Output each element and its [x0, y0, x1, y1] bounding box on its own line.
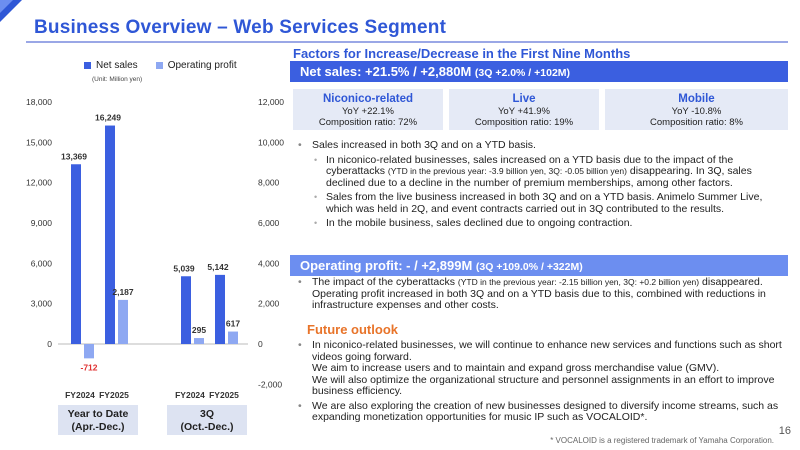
net-sales-banner-main: Net sales: +21.5% / +2,880M [300, 64, 472, 79]
y-right-tick-label: 0 [258, 339, 263, 349]
corner-decoration [0, 0, 22, 22]
segment-yoy: YoY -10.8% [671, 106, 722, 117]
sales-factor-list: Sales increased in both 3Q and on a YTD … [296, 139, 786, 230]
segment-yoy: YoY +41.9% [497, 106, 551, 117]
y-left-tick-label: 3,000 [31, 299, 53, 309]
operating-profit-banner-sub: (3Q +109.0% / +322M) [475, 261, 583, 273]
list-item: We are also exploring the creation of ne… [296, 400, 786, 424]
y-right-tick-label: 8,000 [258, 178, 280, 188]
period-label-3q: 3Q (Oct.-Dec.) [167, 405, 247, 435]
operating-profit-bar [84, 344, 94, 359]
y-left-tick-label: 15,000 [26, 137, 52, 147]
x-tick-label: FY2025 [209, 390, 239, 400]
y-right-tick-label: 12,000 [258, 97, 284, 107]
legend-operating-profit: Operating profit [155, 60, 237, 71]
x-tick-label: FY2025 [99, 390, 129, 400]
segment-live: Live YoY +41.9% Composition ratio: 19% [449, 89, 599, 130]
y-left-tick-label: 9,000 [31, 218, 53, 228]
net-sales-banner: Net sales: +21.5% / +2,880M (3Q +2.0% / … [290, 61, 788, 82]
y-right-tick-label: 2,000 [258, 299, 280, 309]
operating-profit-data-label: 295 [192, 325, 206, 335]
segment-ratio: Composition ratio: 8% [650, 117, 743, 128]
net-sales-data-label: 16,249 [95, 113, 121, 123]
net-sales-data-label: 5,142 [207, 262, 229, 272]
net-sales-bar [71, 164, 81, 344]
segment-chart: 0 3,000 6,000 9,000 12,000 15,000 18,000 -2,000… [26, 97, 284, 400]
future-outlook-heading: Future outlook [307, 322, 398, 337]
segment-name: Live [512, 93, 536, 105]
y-right-tick-label: 10,000 [258, 137, 284, 147]
segment-ratio: Composition ratio: 19% [474, 117, 574, 128]
y-left-tick-label: 18,000 [26, 97, 52, 107]
segment-mobile: Mobile YoY -10.8% Composition ratio: 8% [605, 89, 788, 130]
net-sales-data-label: 13,369 [61, 151, 87, 161]
segment-name: Niconico-related [322, 93, 414, 105]
x-tick-label: FY2024 [175, 390, 205, 400]
page-number: 16 [778, 425, 791, 437]
footnote: * VOCALOID is a registered trademark of … [550, 436, 774, 445]
segment-name: Mobile [678, 93, 715, 105]
list-item: In niconico-related businesses, we will … [296, 339, 786, 398]
operating-profit-data-label: -712 [80, 362, 97, 372]
list-item: In niconico-related businesses, sales in… [296, 154, 786, 190]
list-item: In the mobile business, sales declined d… [296, 217, 786, 230]
list-item: The impact of the cyberattacks (YTD in t… [296, 276, 786, 312]
chart-legend: Net sales Operating profit [84, 60, 237, 71]
title-divider [26, 41, 788, 43]
net-sales-bar [215, 274, 225, 344]
x-tick-label: FY2024 [65, 390, 95, 400]
operating-profit-banner: Operating profit: - / +2,899M (3Q +109.0… [290, 255, 788, 276]
y-right-tick-label: -2,000 [258, 379, 282, 389]
operating-profit-data-label: 2,187 [112, 287, 134, 297]
period-label-ytd: Year to Date (Apr.-Dec.) [58, 405, 138, 435]
chart-unit: (Unit: Million yen) [92, 76, 143, 83]
net-sales-bar [105, 125, 115, 344]
operating-profit-list: The impact of the cyberattacks (YTD in t… [296, 276, 786, 312]
y-left-tick-label: 12,000 [26, 178, 52, 188]
operating-profit-bar [194, 338, 204, 344]
list-item: Sales increased in both 3Q and on a YTD … [296, 139, 786, 152]
list-item: Sales from the live business increased i… [296, 191, 786, 215]
operating-profit-bar [228, 331, 238, 344]
y-right-tick-label: 4,000 [258, 258, 280, 268]
net-sales-bar [181, 276, 191, 344]
segment-ratio: Composition ratio: 72% [318, 117, 418, 128]
legend-net-sales: Net sales [84, 60, 138, 71]
future-outlook-list: In niconico-related businesses, we will … [296, 339, 786, 424]
operating-profit-bar [118, 299, 128, 344]
page-title: Business Overview – Web Services Segment [34, 17, 447, 38]
net-sales-banner-sub: (3Q +2.0% / +102M) [474, 67, 571, 79]
y-left-tick-label: 0 [47, 339, 52, 349]
operating-profit-data-label: 617 [226, 319, 240, 329]
segment-yoy: YoY +22.1% [341, 106, 395, 117]
y-left-tick-label: 6,000 [31, 258, 53, 268]
operating-profit-banner-main: Operating profit: - / +2,899M [300, 258, 473, 273]
y-right-tick-label: 6,000 [258, 218, 280, 228]
factors-heading: Factors for Increase/Decrease in the Fir… [293, 46, 631, 61]
net-sales-data-label: 5,039 [173, 263, 195, 273]
segment-niconico: Niconico-related YoY +22.1% Composition … [293, 89, 443, 130]
